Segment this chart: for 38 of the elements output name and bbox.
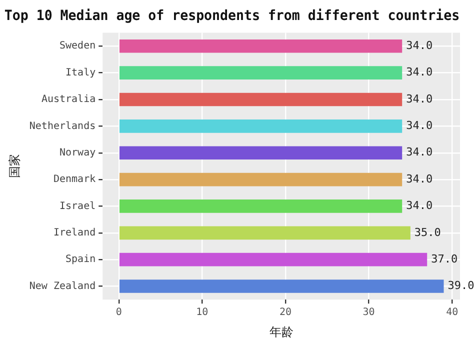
y-tick-label: Denmark xyxy=(53,174,96,186)
data-label: 34.0 xyxy=(406,39,433,52)
bar xyxy=(119,252,428,266)
y-tick-label: Sweden xyxy=(60,40,96,52)
data-label: 34.0 xyxy=(406,66,433,79)
x-tick-label: 40 xyxy=(446,307,458,318)
data-label: 37.0 xyxy=(431,252,458,266)
x-tick-label: 0 xyxy=(116,307,122,318)
y-tick-label: Australia xyxy=(41,94,96,106)
data-label: 34.0 xyxy=(406,199,433,212)
data-label: 39.0 xyxy=(448,279,474,292)
y-tick-label: Norway xyxy=(60,147,96,158)
y-axis-title: 国家 xyxy=(7,154,22,178)
data-label: 34.0 xyxy=(406,172,433,186)
x-tick-label: 20 xyxy=(279,307,292,318)
y-tick-label: Spain xyxy=(66,254,96,266)
bar xyxy=(119,226,410,240)
data-label: 34.0 xyxy=(406,146,433,159)
bar xyxy=(119,120,402,133)
y-tick-label: Netherlands xyxy=(29,120,96,132)
bar xyxy=(119,172,402,186)
x-tick-label: 30 xyxy=(362,307,375,318)
bar xyxy=(119,146,402,160)
chart-title: Top 10 Median age of respondents from different countries xyxy=(4,8,460,24)
bar xyxy=(119,66,402,80)
data-label: 34.0 xyxy=(406,92,433,106)
data-label: 34.0 xyxy=(406,119,433,132)
bar xyxy=(119,280,444,293)
x-axis-title: 年龄 xyxy=(269,324,294,339)
x-tick-label: 10 xyxy=(196,307,208,318)
y-tick-label: Israel xyxy=(60,200,96,212)
data-label: 35.0 xyxy=(414,226,441,239)
y-tick-label: Italy xyxy=(66,67,96,78)
bar xyxy=(119,39,402,53)
y-tick-label: Ireland xyxy=(53,227,96,238)
y-tick-label: New Zealand xyxy=(29,280,96,292)
bar xyxy=(119,92,402,106)
bar xyxy=(119,200,402,213)
